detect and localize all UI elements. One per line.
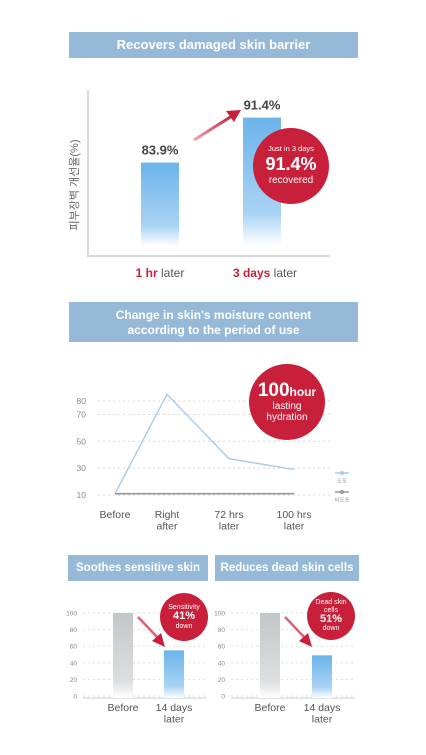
sensitivity-badge: Sensitivity 41% down	[160, 593, 208, 641]
dead-skin-y-tick-80: 80	[218, 627, 226, 634]
moisture-x-label-3: 72 hrs later	[214, 509, 243, 533]
legend-applied-label: 도포	[337, 478, 347, 485]
dead-skin-x-label-2: 14 days later	[304, 702, 341, 726]
barrier-trend-arrow	[193, 114, 233, 142]
x-label-3days: 3 days later	[233, 266, 297, 280]
sensitive-x-label-1: Before	[108, 702, 139, 714]
sensitive-trend-arrowhead	[152, 633, 165, 647]
sensitive-y-tick-80: 80	[70, 627, 78, 634]
hydration-badge-line2: lasting	[272, 401, 302, 413]
dead-skin-y-tick-100: 100	[214, 611, 225, 618]
barrier-y-axis-label: 피부장벽 개선율(%)	[68, 139, 81, 230]
moisture-banner-line1: Change in skin's moisture content	[115, 308, 312, 322]
sensitive-y-tick-60: 60	[70, 644, 78, 651]
hydration-badge-number: 100	[257, 379, 290, 401]
legend-not-applied-marker	[340, 490, 344, 494]
barrier-bar-1	[141, 162, 179, 246]
sensitive-y-tick-0: 0	[73, 694, 77, 701]
barrier-trend-arrowhead	[226, 110, 241, 122]
sensitive-x-label-2: 14 days later	[156, 702, 193, 726]
dead-skin-badge-line3: down	[322, 625, 340, 633]
sensitive-banner: Soothes sensitive skin	[68, 555, 208, 581]
moisture-series-applied	[114, 393, 295, 494]
sensitivity-badge-percent: 41%	[172, 610, 196, 623]
dead-skin-trend-arrow	[284, 616, 306, 639]
legend-applied-marker	[340, 471, 344, 475]
moisture-banner-line2: according to the period of use	[127, 323, 300, 337]
sensitive-y-tick-40: 40	[70, 660, 78, 667]
dead-skin-badge: Dead skin cells 51% down	[307, 592, 355, 640]
barrier-bar-value-2: 91.4%	[244, 98, 281, 113]
dead-skin-banner: Reduces dead skin cells	[215, 555, 359, 581]
moisture-y-tick-80: 80	[77, 396, 87, 406]
dead-skin-x-label-1: Before	[255, 702, 286, 714]
dead-skin-y-tick-20: 20	[218, 677, 226, 684]
dead-skin-banner-title: Reduces dead skin cells	[220, 562, 354, 574]
moisture-x-label-1: Before	[100, 509, 131, 521]
sensitive-y-tick-20: 20	[70, 677, 78, 684]
hydration-badge-unit: hour	[289, 384, 317, 399]
dead-skin-trend-arrowhead	[299, 633, 312, 647]
sensitive-bar-2	[164, 650, 184, 698]
recovered-badge-line3: recovered	[268, 175, 314, 187]
barrier-banner: Recovers damaged skin barrier	[69, 32, 358, 58]
sensitive-trend-arrow	[137, 616, 159, 639]
moisture-x-label-2: Right after	[155, 509, 180, 533]
sensitive-banner-title: Soothes sensitive skin	[76, 562, 200, 574]
dead-skin-y-tick-60: 60	[218, 644, 226, 651]
barrier-bar-value-1: 83.9%	[142, 143, 179, 158]
hydration-badge-line3: hydration	[266, 411, 308, 423]
dead-skin-badge-line2: cells	[323, 606, 338, 614]
recovered-badge-line1: Just in 3 days	[268, 144, 314, 154]
dead-skin-bar-2	[312, 655, 332, 698]
sensitive-y-tick-100: 100	[66, 611, 77, 618]
barrier-banner-title: Recovers damaged skin barrier	[116, 37, 311, 52]
dead-skin-badge-line1: Dead skin	[315, 599, 347, 607]
hydration-badge-hours: 100hour	[257, 379, 317, 401]
dead-skin-y-tick-0: 0	[221, 694, 225, 701]
recovered-badge-percent: 91.4%	[265, 154, 317, 175]
dead-skin-badge-percent: 51%	[319, 612, 343, 625]
recovered-badge: Just in 3 days 91.4% recovered	[253, 128, 329, 204]
moisture-y-tick-50: 50	[77, 436, 87, 446]
moisture-x-label-4: 100 hrs later	[276, 509, 311, 533]
sensitivity-badge-line1: Sensitivity	[168, 603, 200, 611]
hydration-badge: 100hour lasting hydration	[249, 364, 325, 440]
moisture-y-tick-10: 10	[77, 490, 87, 500]
dead-skin-y-tick-40: 40	[218, 660, 226, 667]
moisture-legend: 도포 비도포	[334, 471, 350, 504]
sensitive-bar-1	[113, 613, 133, 698]
dead-skin-bar-1	[260, 613, 280, 698]
legend-not-applied-label: 비도포	[334, 496, 349, 504]
moisture-y-tick-30: 30	[77, 463, 87, 473]
moisture-banner: Change in skin's moisture content accord…	[69, 302, 358, 342]
moisture-y-tick-70: 70	[77, 409, 87, 419]
sensitivity-badge-line3: down	[175, 622, 193, 630]
x-label-1hr: 1 hr later	[136, 266, 185, 280]
